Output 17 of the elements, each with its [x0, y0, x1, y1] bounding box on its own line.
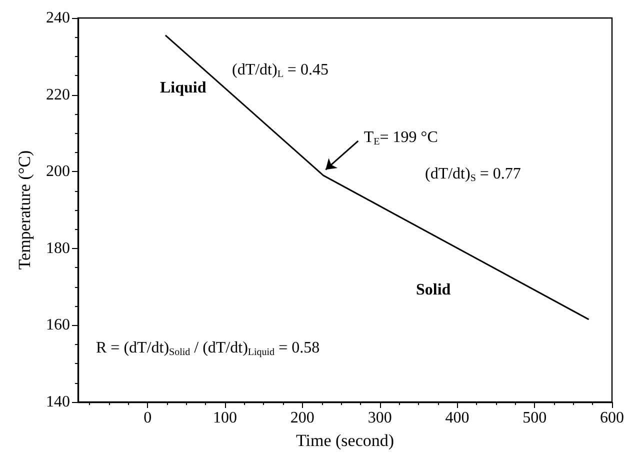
y-tick-label: 160	[46, 316, 70, 334]
y-tick-label: 240	[46, 10, 70, 26]
y-axis-title: Temperature (°C)	[15, 150, 34, 270]
x-tick-label: 600	[600, 410, 624, 426]
annotation: Solid	[416, 282, 451, 298]
x-tick-label: 500	[522, 410, 547, 426]
x-tick-label: 0	[144, 410, 152, 426]
x-tick-label: 300	[368, 410, 392, 426]
x-axis-title: Time (second)	[296, 431, 394, 450]
x-tick-label: 100	[213, 410, 238, 426]
annotation: Liquid	[160, 80, 206, 96]
x-tick-label: 400	[445, 410, 470, 426]
y-tick-label: 220	[46, 86, 70, 104]
y-tick-label: 140	[46, 394, 70, 410]
y-tick-label: 180	[46, 240, 70, 257]
x-tick-label: 200	[290, 410, 314, 426]
y-tick-label: 200	[46, 163, 70, 180]
